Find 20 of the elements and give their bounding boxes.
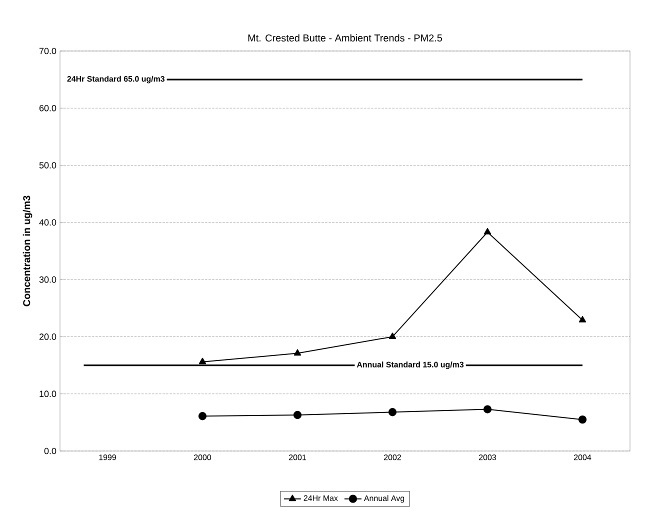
y-tick-label: 20.0 [39, 334, 56, 340]
y-axis-title: Concentration in ug/m3 [22, 196, 32, 306]
point [483, 405, 492, 414]
y-tick-label: 10.0 [40, 390, 56, 398]
chart-title: Mt. Crested Butte - Ambient Trends - PM2.5 [248, 34, 442, 42]
y-tick-label: 60.0 [39, 104, 56, 112]
point [198, 358, 206, 364]
point [578, 415, 587, 424]
point [293, 410, 302, 420]
point [484, 228, 492, 234]
point [198, 412, 207, 420]
y-tick-label: 0.0 [44, 448, 56, 454]
y-tick-label: 50.0 [39, 162, 56, 168]
y-tick-label: 30.0 [39, 276, 56, 283]
point [578, 316, 586, 322]
y-tick-label: 40.0 [39, 219, 56, 226]
point [388, 332, 396, 340]
point [388, 408, 397, 416]
y-tick-label: 70.0 [39, 48, 56, 54]
point [294, 349, 302, 356]
